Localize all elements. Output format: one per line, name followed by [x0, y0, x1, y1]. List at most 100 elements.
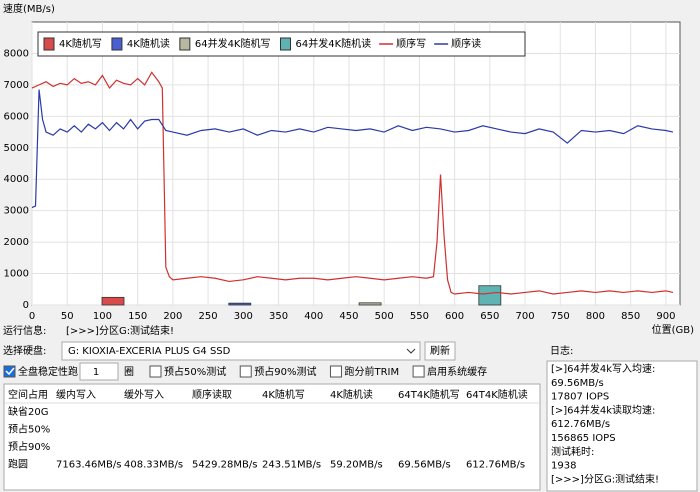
log-line: [>>>]分区G:测试结束!	[551, 472, 659, 485]
log-line: 156865 IOPS	[551, 433, 616, 444]
legend-swatch	[179, 37, 191, 51]
x-tick-label: 750	[551, 311, 570, 322]
y-tick-label: 2000	[4, 237, 29, 248]
line	[31, 89, 674, 209]
table-cell: 408.33MB/s	[124, 460, 183, 471]
legend-items: 4K随机写 4K随机读 64并发4K随机写 64并发4K随机读 顺序写 顺序读	[43, 37, 481, 51]
table-cell: 243.51MB/s	[262, 460, 321, 471]
bar	[228, 302, 252, 306]
table-cells: 空间占用 缓内写入 缓外写入 顺序读取 4K随机写 4K随机读 64T4K随机写 64T4K随…	[4, 388, 540, 471]
bar	[478, 285, 502, 306]
table-header: 空间占用	[8, 388, 48, 401]
checkbox[interactable]	[149, 365, 162, 378]
log-line: 69.56MB/s	[551, 378, 604, 389]
legend-label: 64并发4K随机读	[296, 37, 372, 50]
table-cell: 预占90%	[8, 440, 50, 453]
x-tick-label: 150	[128, 311, 147, 322]
table-header: 顺序读取	[192, 388, 232, 401]
y-tick-label: 0	[23, 300, 29, 311]
x-tick-label: 200	[163, 311, 182, 322]
log-box	[546, 360, 698, 492]
x-tick-label: 50	[61, 311, 74, 322]
legend-swatch	[111, 37, 123, 51]
x-tick-label: 700	[515, 311, 534, 322]
table-header: 缓内写入	[56, 388, 96, 401]
table-cell: 预占50%	[8, 423, 50, 436]
checkbox[interactable]	[239, 365, 252, 378]
table-header: 64T4K随机写	[398, 388, 460, 401]
table-cell: 69.56MB/s	[398, 460, 451, 471]
y-tick-label: 8000	[4, 48, 29, 59]
x-tick-label: 350	[269, 311, 288, 322]
options-row: 全盘稳定性跑 1 圈 预占50%测试 预占90%测试 跑分前TRIM 启用系统缓存	[3, 362, 487, 381]
y-tick-label: 4000	[4, 174, 29, 185]
checkbox-label: 启用系统缓存	[427, 365, 487, 378]
legend-label: 4K随机读	[127, 37, 170, 50]
x-tick-label: 450	[339, 311, 358, 322]
log-label: 日志:	[550, 344, 573, 357]
disk-label: 选择硬盘:	[3, 344, 46, 357]
log-line: 17807 IOPS	[551, 392, 609, 403]
legend-label: 顺序读	[451, 37, 481, 50]
disk-dropdown[interactable]	[61, 341, 421, 361]
y-tick-label: 3000	[4, 206, 29, 217]
loops-unit: 圈	[124, 366, 134, 378]
run-info-box	[62, 323, 540, 339]
line	[31, 71, 674, 295]
x-tick-label: 500	[375, 311, 394, 322]
log-line: [>]64并发4k写入均速:	[551, 362, 655, 375]
legend-label: 4K随机写	[59, 37, 102, 50]
x-tick-label: 0	[29, 311, 35, 322]
run-info-label: 运行信息:	[3, 324, 46, 337]
bar	[101, 296, 125, 306]
log-line: [>]64并发4k读取均速:	[551, 403, 655, 416]
table-cell: 5429.28MB/s	[192, 460, 257, 471]
checkbox[interactable]	[3, 365, 16, 378]
results-table	[3, 383, 541, 491]
checkbox[interactable]	[329, 365, 342, 378]
marks	[31, 71, 674, 306]
table-cell: 59.20MB/s	[330, 460, 383, 471]
table-cell: 7163.46MB/s	[56, 460, 121, 471]
x-axis-label: 位置(GB)	[652, 323, 695, 336]
x-tick-label: 250	[199, 311, 218, 322]
x-tick-label: 100	[93, 311, 112, 322]
checkmark	[5, 367, 15, 376]
checkbox-label: 预占90%测试	[254, 365, 316, 378]
refresh-button[interactable]	[424, 341, 456, 361]
legend-swatch	[43, 37, 55, 51]
x-tick-label: 900	[656, 311, 675, 322]
table-header: 4K随机读	[330, 388, 373, 401]
loops-value: 1	[93, 367, 99, 378]
y-tick-label: 5000	[4, 143, 29, 154]
y-tick-label: 7000	[4, 80, 29, 91]
table-cell: 612.76MB/s	[466, 460, 525, 471]
log-line: 测试耗时:	[551, 445, 594, 458]
log-line: 1938	[551, 461, 576, 472]
table-cell: 缺省20G	[8, 405, 48, 418]
checkbox-label: 跑分前TRIM	[344, 365, 399, 378]
checkbox-label: 全盘稳定性跑	[18, 365, 78, 378]
x-tick-label: 850	[621, 311, 640, 322]
x-tick-label: 550	[410, 311, 429, 322]
dropdown-arrow	[406, 348, 416, 354]
table-header: 64T4K随机读	[466, 388, 528, 401]
run-info-text: [>>>]分区G:测试结束!	[66, 324, 174, 337]
y-tick-label: 1000	[4, 269, 29, 280]
refresh-button-label: 刷新	[430, 344, 450, 357]
legend-swatch	[280, 37, 291, 51]
x-tick-label: 800	[586, 311, 605, 322]
legend-label: 64并发4K随机写	[195, 37, 271, 50]
x-tick-label: 400	[304, 311, 323, 322]
legend-label: 顺序写	[396, 37, 426, 50]
y-axis-label: 速度(MB/s)	[3, 2, 55, 15]
y-tick-label: 6000	[4, 111, 29, 122]
plot-area	[31, 21, 681, 306]
log-lines: [>]64并发4k写入均速: 69.56MB/s 17807 IOPS[>]64并发…	[551, 362, 659, 485]
x-tick-label: 600	[445, 311, 464, 322]
checkbox[interactable]	[412, 365, 425, 378]
checkbox-label: 预占50%测试	[164, 365, 226, 378]
loops-input[interactable]	[79, 362, 119, 381]
log-line: 612.76MB/s	[551, 419, 610, 430]
